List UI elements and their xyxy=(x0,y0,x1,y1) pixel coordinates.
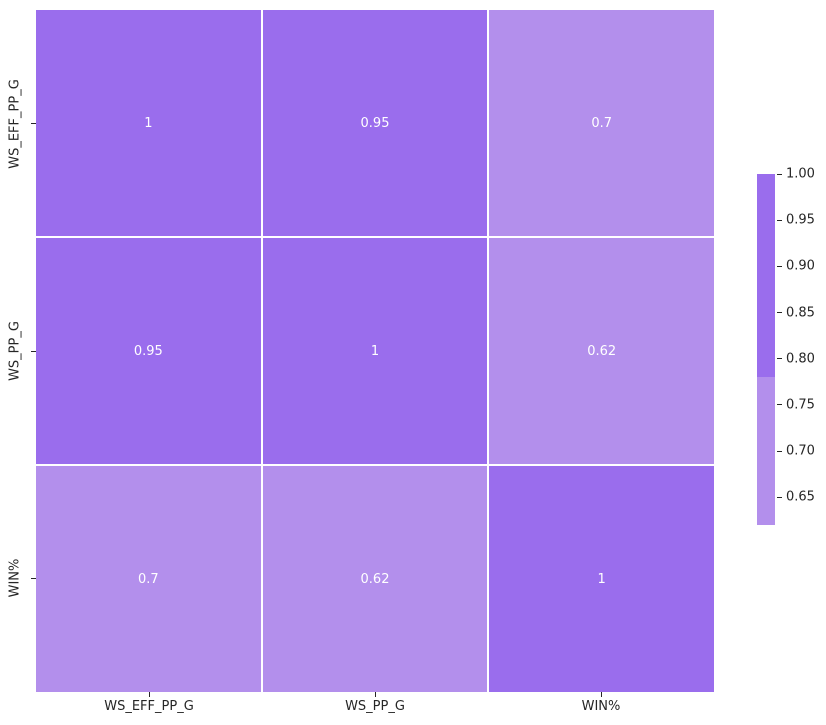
colorbar-tick-label: 0.95 xyxy=(786,212,815,228)
x-axis-tick xyxy=(374,692,376,697)
y-axis-label: WS_EFF_PP_G xyxy=(7,78,23,169)
x-axis-label: WS_PP_G xyxy=(345,699,405,714)
x-axis-label: WIN% xyxy=(581,699,621,714)
heatmap-cell: 1 xyxy=(36,10,261,236)
heatmap-cell-value: 0.62 xyxy=(587,343,617,359)
colorbar-tick xyxy=(777,265,782,267)
colorbar-segment-low xyxy=(757,377,775,525)
heatmap-cell-value: 1 xyxy=(144,115,153,131)
heatmap-cell: 0.62 xyxy=(489,238,714,464)
heatmap-cell: 1 xyxy=(489,466,714,692)
y-axis-label: WIN% xyxy=(7,558,23,598)
colorbar-tick-label: 1.00 xyxy=(786,166,815,182)
heatmap-grid: 1 0.95 0.7 0.95 1 0.62 0.7 0.62 1 xyxy=(36,10,714,692)
y-axis-tick xyxy=(31,123,36,125)
colorbar-tick-label: 0.65 xyxy=(786,489,815,505)
heatmap-cell: 1 xyxy=(262,238,488,464)
heatmap-cell-value: 0.62 xyxy=(360,571,390,587)
heatmap-cell-value: 0.95 xyxy=(133,343,163,359)
x-axis-label: WS_EFF_PP_G xyxy=(104,699,194,714)
y-axis-tick xyxy=(31,350,36,352)
colorbar-tick-label: 0.70 xyxy=(786,443,815,459)
colorbar-tick-label: 0.80 xyxy=(786,351,815,367)
colorbar-tick xyxy=(777,404,782,406)
heatmap-cell: 0.95 xyxy=(262,10,488,236)
heatmap-cell-value: 0.95 xyxy=(360,115,390,131)
colorbar-tick xyxy=(777,358,782,360)
colorbar-tick xyxy=(777,450,782,452)
colorbar-tick xyxy=(777,496,782,498)
x-axis-tick xyxy=(600,692,602,697)
heatmap-cell-value: 0.7 xyxy=(137,571,159,587)
colorbar-tick xyxy=(777,219,782,221)
colorbar-tick xyxy=(777,173,782,175)
heatmap-cell: 0.7 xyxy=(36,466,261,692)
colorbar-tick-label: 0.85 xyxy=(786,305,815,321)
colorbar-tick xyxy=(777,312,782,314)
y-axis-tick xyxy=(31,577,36,579)
heatmap-cell-value: 1 xyxy=(597,571,606,587)
heatmap-cell-value: 1 xyxy=(370,343,380,359)
colorbar-tick-label: 0.90 xyxy=(786,258,815,274)
heatmap-cell: 0.95 xyxy=(36,238,261,464)
heatmap-cell: 0.7 xyxy=(489,10,714,236)
heatmap-cell: 0.62 xyxy=(262,466,488,692)
y-axis-label: WS_PP_G xyxy=(7,321,23,381)
colorbar-segment-high xyxy=(757,174,775,378)
x-axis-tick xyxy=(148,692,150,697)
heatmap-cell-value: 0.7 xyxy=(591,115,612,131)
colorbar-tick-label: 0.75 xyxy=(786,397,815,413)
